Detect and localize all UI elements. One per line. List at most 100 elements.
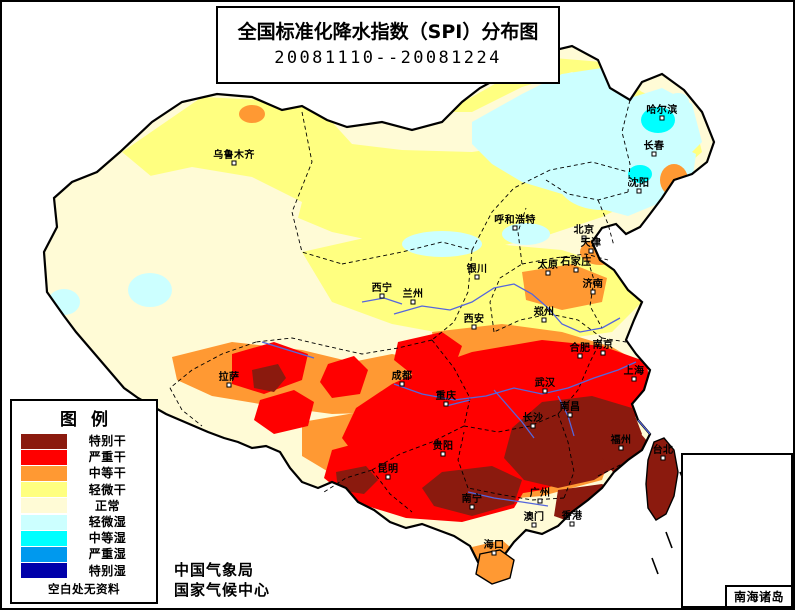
city-marker: 澳门 [524, 510, 544, 528]
city-label: 长沙 [523, 411, 544, 424]
city-dot-icon [651, 151, 657, 157]
city-dot-icon [512, 225, 518, 231]
legend-swatch [21, 433, 67, 449]
city-dot-icon [231, 160, 237, 166]
city-label: 石家庄 [559, 255, 591, 268]
city-dot-icon [474, 274, 480, 280]
city-dot-icon [577, 353, 583, 359]
city-marker: 南京 [593, 338, 614, 356]
city-dot-icon [541, 317, 547, 323]
city-marker: 合肥 [569, 341, 590, 359]
legend-swatch [21, 465, 67, 481]
city-label: 昆明 [378, 463, 399, 475]
legend-no-data-note: 空白处无资料 [48, 581, 120, 596]
city-label: 海口 [484, 538, 505, 551]
city-label: 南昌 [560, 400, 581, 413]
legend-swatch [21, 563, 67, 579]
province-boundaries [169, 99, 631, 513]
legend-rows: 特别干 严重干 中等干 轻微干 正常 轻微湿 中等湿 严重湿 特别湿 [12, 433, 156, 579]
city-dot-icon [530, 423, 536, 429]
city-marker: 沈阳 [629, 176, 650, 194]
title-box: 全国标准化降水指数（SPI）分布图 20081110--20081224 [216, 6, 560, 84]
legend-item-label: 中等干 [88, 466, 127, 481]
city-marker: 银川 [467, 262, 488, 280]
city-label: 兰州 [403, 287, 424, 300]
city-label: 南京 [593, 338, 614, 351]
city-marker: 重庆 [436, 389, 457, 407]
city-marker: 天津 [581, 236, 601, 254]
inset-label: 南海诸岛 [725, 585, 791, 606]
city-label: 上海 [624, 364, 645, 377]
legend-item: 严重干 [12, 449, 156, 465]
legend-item: 中等干 [12, 465, 156, 481]
city-dot-icon [659, 115, 665, 121]
city-marker: 长春 [644, 139, 664, 157]
hainan-island [475, 549, 515, 585]
city-label: 银川 [467, 262, 488, 275]
city-label: 北京 [574, 223, 595, 236]
city-marker: 武汉 [535, 376, 556, 394]
city-dot-icon [636, 188, 642, 194]
city-marker: 西安 [464, 312, 485, 330]
city-label: 武汉 [535, 376, 556, 389]
legend-swatch [21, 482, 67, 498]
city-dot-icon [440, 451, 446, 457]
city-label: 重庆 [436, 389, 457, 402]
legend-item: 轻微湿 [12, 514, 156, 530]
city-label: 贵阳 [433, 439, 454, 452]
city-label: 西安 [464, 312, 485, 325]
legend-item: 特别干 [12, 433, 156, 449]
attribution-line-1: 中国气象局 [174, 561, 255, 579]
city-marker: 哈尔滨 [646, 103, 677, 121]
city-label: 西宁 [372, 281, 393, 294]
city-dot-icon [471, 324, 477, 330]
city-marker: 长沙 [523, 411, 544, 429]
city-label: 乌鲁木齐 [213, 148, 255, 161]
city-dot-icon [531, 522, 537, 528]
legend-item-label: 轻微干 [88, 482, 127, 497]
legend-box: 图例 特别干 严重干 中等干 轻微干 正常 轻微湿 中等湿 严重湿 特别湿 空白处无资料 [10, 399, 158, 604]
legend-item-label: 特别湿 [88, 563, 127, 578]
city-marker: 成都 [392, 369, 413, 387]
city-label: 福州 [610, 433, 632, 446]
city-dot-icon [631, 376, 637, 382]
city-dot-icon [385, 474, 391, 480]
china-national-border [42, 44, 716, 574]
city-dot-icon [600, 350, 606, 356]
city-dot-icon [410, 299, 416, 305]
city-marker: 西宁 [372, 281, 393, 299]
city-label: 呼和浩特 [494, 213, 536, 226]
taiwan-island [645, 437, 679, 521]
city-marker: 呼和浩特 [494, 213, 536, 231]
legend-swatch [21, 514, 67, 530]
city-label: 沈阳 [629, 176, 650, 189]
legend-item-label: 轻微湿 [88, 515, 127, 530]
city-marker: 北京 [574, 223, 595, 241]
city-dot-icon [545, 270, 551, 276]
city-marker: 香港 [562, 509, 583, 527]
city-marker: 乌鲁木齐 [213, 148, 255, 166]
city-dot-icon [491, 550, 497, 556]
legend-item: 特别湿 [12, 563, 156, 579]
legend-swatch [21, 449, 67, 465]
city-label: 南宁 [462, 492, 483, 505]
attribution-line-2: 国家气候中心 [174, 581, 271, 600]
city-label: 济南 [583, 277, 604, 290]
city-marker: 上海 [624, 364, 645, 382]
city-dot-icon [226, 382, 232, 388]
rivers [261, 283, 651, 507]
city-label: 哈尔滨 [646, 103, 677, 116]
city-dot-icon [469, 504, 475, 510]
legend-item-label: 严重湿 [88, 547, 127, 562]
city-dot-icon [569, 521, 575, 527]
city-dot-icon [567, 412, 573, 418]
city-dot-icon [537, 498, 543, 504]
city-dot-icon [443, 401, 449, 407]
city-dot-icon [573, 267, 579, 273]
city-marker: 石家庄 [559, 255, 591, 273]
legend-item-label: 特别干 [88, 434, 127, 449]
city-label: 成都 [392, 369, 413, 382]
